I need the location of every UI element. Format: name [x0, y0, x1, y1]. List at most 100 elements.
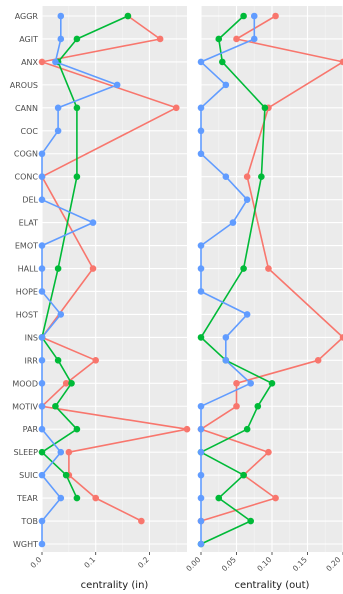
series-0-point-par: [183, 425, 191, 433]
x-tick-label: 0.00: [184, 555, 202, 573]
series-1-point-hall: [54, 265, 62, 272]
x-axis-title: centrality (in): [81, 580, 149, 591]
series-2-point-arous: [222, 81, 230, 89]
x-tick-label: 0.0: [29, 555, 44, 570]
series-1-point-tob: [247, 517, 254, 525]
category-label-emot: EMOT: [15, 242, 38, 251]
series-2-point-motiv: [38, 402, 46, 410]
series-0-point-agit: [233, 35, 240, 43]
category-label-suic: SUIC: [19, 471, 38, 480]
series-1-point-mood: [268, 380, 276, 387]
series-0-point-ins: [339, 334, 343, 341]
series-2-point-mood: [247, 380, 254, 387]
series-0-point-mood: [62, 380, 70, 387]
series-2-point-hope: [197, 288, 205, 295]
series-2-point-tob: [38, 517, 46, 525]
category-label-coc: COC: [21, 127, 39, 136]
series-2-point-cann: [54, 104, 62, 112]
series-2-point-cogn: [38, 150, 46, 158]
series-0-point-hall: [265, 265, 272, 272]
series-2-point-agit: [57, 35, 65, 43]
series-2-point-cogn: [197, 150, 205, 158]
series-line-2: [200, 16, 256, 544]
series-2-point-par: [38, 425, 46, 433]
series-2-point-mood: [38, 380, 46, 387]
series-2-point-tear: [197, 494, 205, 502]
category-label-tear: TEAR: [16, 494, 38, 503]
series-1-point-mood: [68, 380, 75, 387]
series-0-point-anx: [339, 58, 343, 66]
series-2-point-irr: [222, 357, 230, 364]
series-0-point-sleep: [265, 448, 272, 456]
series-0-point-cann: [172, 104, 180, 112]
series-2-point-ins: [222, 334, 230, 341]
series-2-point-cann: [197, 104, 205, 112]
series-1-point-sleep: [38, 448, 46, 456]
series-2-point-hall: [197, 265, 205, 272]
series-1-point-suic: [62, 471, 70, 479]
series-0-point-sleep: [65, 448, 73, 456]
category-label-wght: WGHT: [13, 540, 38, 549]
series-2-point-del: [243, 196, 251, 203]
series-0-point-mood: [233, 380, 240, 387]
series-1-point-motiv: [254, 402, 262, 410]
series-0-point-motiv: [233, 402, 240, 410]
category-label-irr: IRR: [25, 356, 39, 365]
series-2-point-sleep: [57, 448, 65, 456]
series-0-point-aggr: [272, 12, 279, 20]
series-1-point-ins: [197, 334, 205, 341]
series-2-point-aggr: [57, 12, 65, 20]
series-1-point-irr: [54, 357, 62, 364]
series-1-point-tear: [73, 494, 81, 502]
category-label-elat: ELAT: [19, 219, 39, 228]
series-2-point-hope: [38, 288, 46, 295]
series-2-point-wght: [197, 540, 205, 548]
series-1-point-aggr: [240, 12, 247, 20]
series-1-point-tear: [215, 494, 223, 502]
panel-in: 0.0 0.1 0.2 centrality (in): [29, 6, 191, 591]
series-1-point-suic: [240, 471, 247, 479]
x-tick-label: 0.05: [220, 555, 238, 573]
x-tick-label: 0.15: [291, 555, 309, 573]
series-1-point-cann: [73, 104, 81, 112]
category-label-arous: AROUS: [10, 81, 38, 90]
panel-background: [42, 6, 187, 552]
series-2-point-tear: [57, 494, 65, 502]
series-2-point-par: [197, 425, 205, 433]
category-label-ins: INS: [25, 333, 38, 342]
series-line-1: [41, 15, 129, 499]
category-labels: AGGR AGIT ANX AROUS CANN COC COGN CONC DEL ELAT EM…: [10, 12, 39, 549]
series-2-point-ins: [38, 334, 46, 341]
series-2-point-suic: [197, 471, 205, 479]
x-tick-label: 0.1: [82, 555, 97, 570]
series-2-point-anx: [52, 58, 59, 66]
series-2-point-arous: [113, 81, 121, 89]
series-2-point-aggr: [250, 12, 258, 20]
series-1-point-agit: [215, 35, 223, 43]
series-1-point-hall: [240, 265, 247, 272]
category-label-par: PAR: [23, 425, 39, 434]
series-2-point-host: [57, 311, 65, 318]
series-2-point-agit: [250, 35, 258, 43]
category-label-hall: HALL: [18, 265, 39, 274]
category-label-agit: AGIT: [19, 35, 38, 44]
category-label-anx: ANX: [21, 58, 38, 67]
x-tick-label: 0.10: [255, 555, 273, 573]
series-1-point-conc: [73, 173, 81, 180]
series-line-1: [200, 15, 273, 545]
series-0-point-conc: [243, 173, 251, 180]
series-1-point-anx: [219, 58, 226, 66]
series-2-point-emot: [38, 242, 46, 249]
series-0-point-irr: [92, 357, 100, 364]
series-2-point-hall: [38, 265, 46, 272]
category-label-cogn: COGN: [14, 150, 38, 159]
category-label-conc: CONC: [15, 173, 39, 182]
series-2-point-irr: [38, 357, 46, 364]
series-2-point-suic: [38, 471, 46, 479]
series-2-point-conc: [38, 173, 46, 180]
category-label-mood: MOOD: [12, 379, 38, 388]
series-0-point-agit: [156, 35, 164, 43]
category-label-host: HOST: [16, 310, 38, 319]
x-axis-title: centrality (out): [235, 580, 310, 591]
